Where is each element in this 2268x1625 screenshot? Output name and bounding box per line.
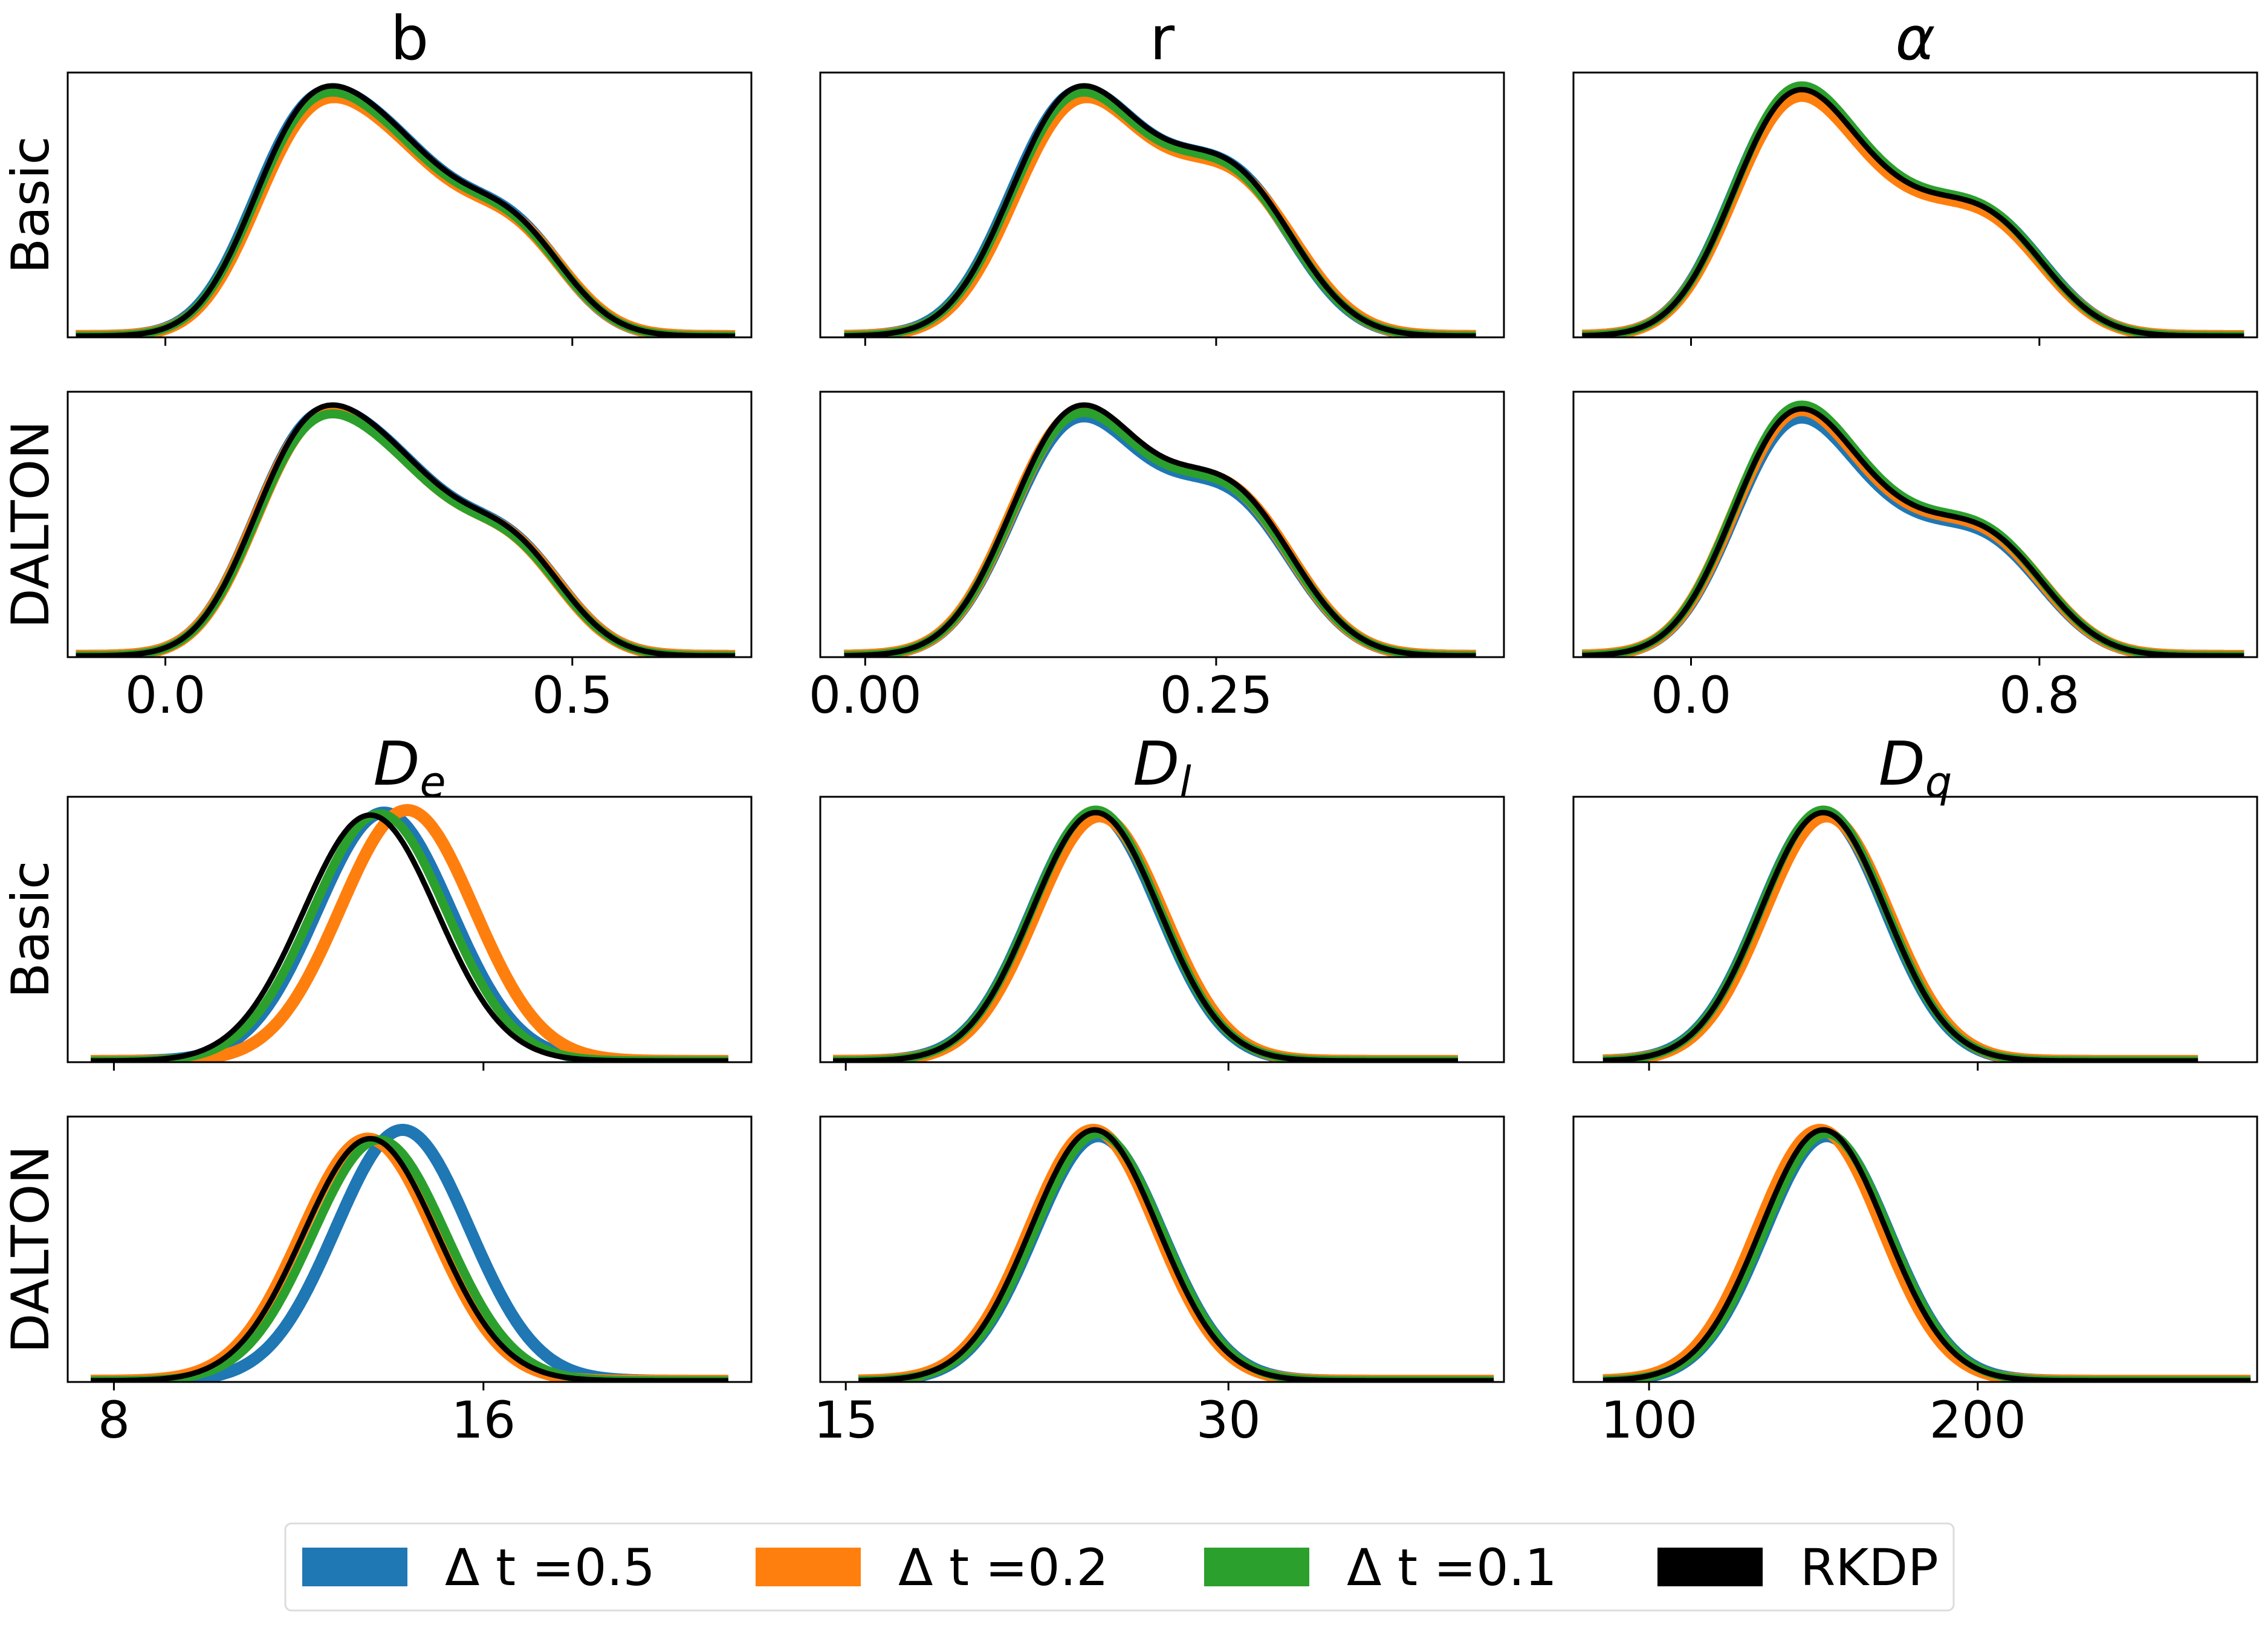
panel-5-frame — [819, 391, 1505, 658]
panel-11-series-4 — [857, 1127, 1495, 1382]
panel-7-frame — [66, 796, 753, 1063]
legend-frame — [284, 1522, 1955, 1612]
panel-7-row-label: Basic — [1, 861, 61, 999]
panel-9-series-4 — [1601, 809, 2200, 1062]
panel-4-row-label: DALTON — [1, 420, 61, 628]
panel-1-row-label: Basic — [1, 136, 61, 274]
legend: Δ t =0.5 Δ t =0.2 Δ t =0.1 RKDP — [284, 1522, 1955, 1612]
panel-10-xtick-label-2: 16 — [451, 1390, 516, 1450]
legend-swatch-2 — [756, 1548, 861, 1586]
panel-11-xtick-label-1: 15 — [814, 1390, 878, 1450]
panel-4-xtick-label-2: 0.5 — [532, 666, 613, 725]
panel-11-xtick-label-2: 30 — [1196, 1390, 1261, 1450]
legend-swatch-3 — [1204, 1548, 1309, 1586]
panel-9: Dq — [1572, 728, 2258, 1071]
panel-1-series-4 — [74, 83, 736, 337]
panel-5-series-4 — [843, 402, 1477, 657]
panel-7: De Basic — [1, 728, 753, 1071]
panel-5-xtick-label-1: 0.00 — [809, 666, 922, 725]
panel-9-title: Dq — [1879, 728, 1952, 807]
legend-swatch-4 — [1657, 1548, 1763, 1586]
panel-7-title: De — [373, 728, 446, 807]
panel-6-xtick-label-1: 0.0 — [1651, 666, 1732, 725]
panel-3: α — [1572, 3, 2258, 346]
panel-1: b Basic — [1, 3, 753, 346]
panel-10-row-label: DALTON — [1, 1145, 61, 1353]
panel-10-frame — [66, 1115, 753, 1383]
legend-entry-2: Δ t =0.2 — [756, 1538, 1109, 1597]
legend-label-2: Δ t =0.2 — [898, 1538, 1109, 1597]
panel-grid: b Basic r α 0.0 0.5 DALTON 0.00 0.25 0.0 0.8 De Basi… — [1, 3, 2258, 1450]
panel-12-xtick-label-1: 100 — [1601, 1390, 1697, 1450]
panel-9-frame — [1572, 796, 2258, 1063]
panel-1-frame — [66, 71, 753, 339]
panel-3-frame — [1572, 71, 2258, 339]
panel-8: Dl — [819, 728, 1505, 1071]
panel-7-series-4 — [89, 812, 730, 1062]
panel-6-xtick-label-2: 0.8 — [1999, 666, 2080, 725]
panel-12-frame — [1572, 1115, 2258, 1383]
panel-8-frame — [819, 796, 1505, 1063]
panel-6-series-4 — [1581, 406, 2246, 657]
panel-2-series-4 — [843, 83, 1477, 337]
panel-1-title: b — [390, 3, 429, 74]
panel-2-frame — [819, 71, 1505, 339]
panel-12: 100 200 — [1572, 1115, 2258, 1450]
panel-11: 15 30 — [814, 1115, 1505, 1450]
panel-3-series-4 — [1581, 86, 2246, 337]
panel-12-xtick-label-2: 200 — [1929, 1390, 2026, 1450]
legend-label-1: Δ t =0.5 — [445, 1538, 655, 1597]
panel-4: 0.0 0.5 DALTON — [1, 391, 753, 725]
panel-10-series-4 — [89, 1136, 730, 1382]
panel-2-title: r — [1150, 3, 1175, 74]
panel-10-xtick-label-1: 8 — [98, 1390, 130, 1450]
legend-swatch-1 — [302, 1548, 407, 1586]
legend-label-4: RKDP — [1800, 1538, 1939, 1597]
legend-label-3: Δ t =0.1 — [1347, 1538, 1557, 1597]
panel-6-frame — [1572, 391, 2258, 658]
panel-4-frame — [66, 391, 753, 658]
panel-3-title: α — [1896, 3, 1936, 74]
legend-entry-3: Δ t =0.1 — [1204, 1538, 1557, 1597]
panel-4-series-4 — [74, 402, 736, 657]
panel-12-series-4 — [1602, 1127, 2252, 1382]
panel-4-xtick-label-1: 0.0 — [125, 666, 206, 725]
panel-5: 0.00 0.25 — [809, 391, 1505, 725]
legend-entry-4: RKDP — [1657, 1538, 1939, 1597]
legend-entry-1: Δ t =0.5 — [302, 1538, 655, 1597]
panel-10: 8 16 DALTON — [1, 1115, 753, 1450]
panel-5-xtick-label-2: 0.25 — [1159, 666, 1272, 725]
panel-2: r — [819, 3, 1505, 346]
panel-11-frame — [819, 1115, 1505, 1383]
panel-8-title: Dl — [1133, 728, 1191, 807]
panel-6: 0.0 0.8 — [1572, 391, 2258, 725]
panel-8-series-4 — [832, 809, 1459, 1062]
